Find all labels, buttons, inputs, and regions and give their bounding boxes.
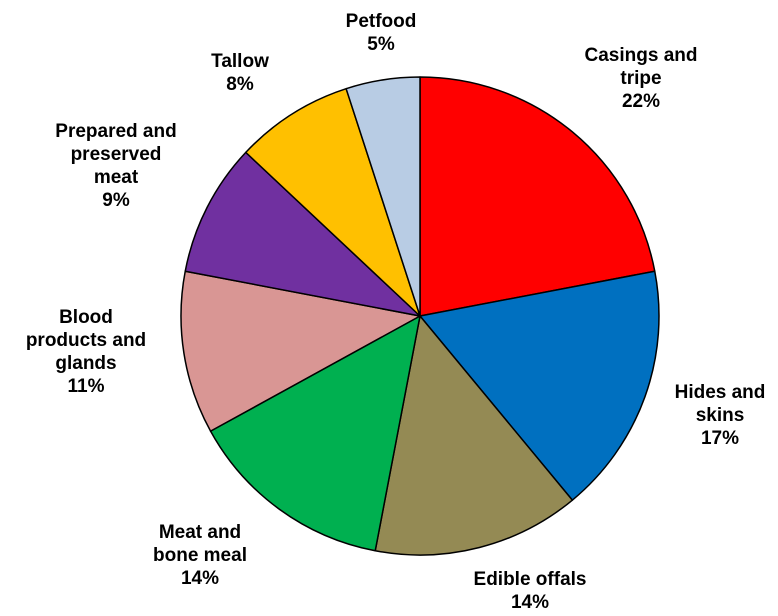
slice-label: Hides and skins 17%	[675, 382, 766, 449]
slice-name: products and	[26, 330, 146, 351]
slice-name: skins	[696, 405, 745, 426]
slice-label: Tallow 8%	[211, 51, 269, 95]
slice-percent: 17%	[701, 428, 739, 449]
slice-percent: 11%	[68, 376, 105, 397]
slice-percent: 5%	[367, 34, 395, 55]
slice-name: Hides and	[675, 382, 766, 403]
pie-slices	[180, 76, 660, 556]
slice-percent: 14%	[181, 568, 219, 589]
pie-slice	[180, 270, 421, 432]
slice-name: Tallow	[211, 51, 269, 72]
pie-slice	[184, 151, 421, 317]
slice-name: Edible offals	[474, 569, 587, 590]
slice-name: Casings and	[585, 45, 698, 66]
pie-slice	[345, 76, 421, 317]
slice-percent: 14%	[511, 592, 549, 613]
slice-name: glands	[55, 353, 116, 374]
slice-name: Blood	[59, 307, 113, 328]
slice-percent: 8%	[226, 74, 254, 95]
slice-label: Prepared and preserved meat 9%	[55, 121, 176, 211]
slice-percent: 22%	[622, 91, 660, 112]
slice-label: Blood products and glands 11%	[26, 307, 146, 397]
slice-percent: 9%	[102, 190, 130, 211]
slice-label: Petfood 5%	[346, 11, 417, 55]
pie-slice	[209, 315, 421, 552]
slice-name: Meat and	[159, 522, 241, 543]
slice-labels: Casings and tripe 22% Hides and skins 17% Edib…	[26, 11, 766, 613]
slice-name: tripe	[620, 68, 661, 89]
slice-name: Prepared and	[55, 121, 176, 142]
slice-label: Meat and bone meal 14%	[153, 522, 247, 589]
slice-name: preserved	[71, 144, 162, 165]
pie-slice	[419, 270, 660, 501]
pie-slice	[245, 87, 421, 317]
slice-name: Petfood	[346, 11, 417, 32]
slice-label: Casings and tripe 22%	[585, 45, 698, 112]
slice-label: Edible offals 14%	[474, 569, 587, 613]
slice-name: meat	[94, 167, 139, 188]
slice-name: bone meal	[153, 545, 247, 566]
pie-slice	[374, 315, 574, 556]
pie-slice	[419, 76, 656, 317]
